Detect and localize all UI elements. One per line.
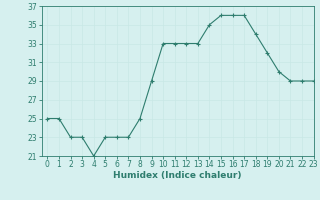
X-axis label: Humidex (Indice chaleur): Humidex (Indice chaleur) <box>113 171 242 180</box>
